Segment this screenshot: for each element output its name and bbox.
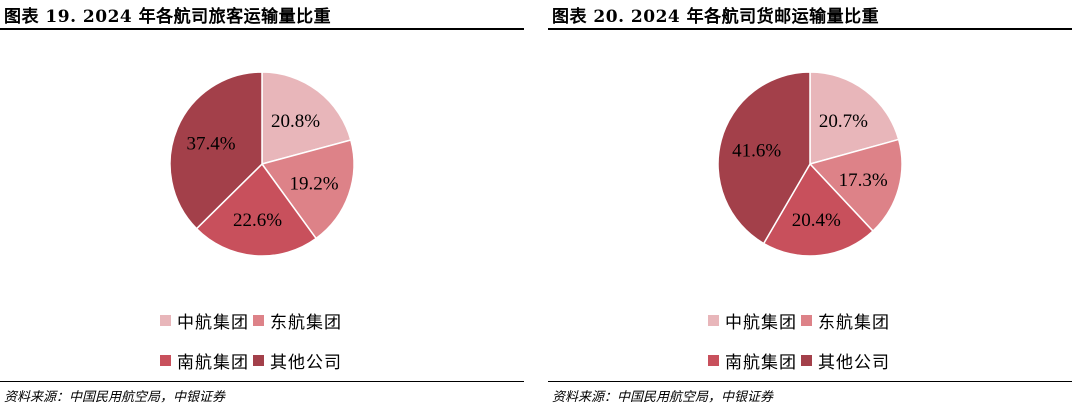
legend-row: 南航集团 其他公司 [160,340,460,380]
pie-chart-cargo: 20.7% 17.3% 20.4% 41.6% [717,71,903,257]
source-note: 资料来源：中国民用航空局，中银证券 [552,390,774,405]
legend-swatch [253,354,264,366]
pie-data-label: 17.3% [839,170,888,191]
legend-row: 南航集团 其他公司 [708,340,1008,380]
pie-data-label: 19.2% [290,173,339,194]
pie-slice-2 [808,138,903,233]
source-rule [548,381,1072,382]
chart-title: 图表 19. 2024 年各航司旅客运输量比重 [4,7,332,27]
source-rule [0,381,524,382]
pie-slice-3 [762,162,875,257]
legend-entry: 南航集团 [160,348,249,373]
legend-label: 南航集团 [177,352,249,373]
pie-chart-passenger: 20.8% 19.2% 22.6% 37.4% [169,71,355,257]
pie-data-label: 20.7% [819,111,868,132]
pie-slice-1 [809,71,900,165]
pie-slice-4 [717,71,811,245]
legend-row: 中航集团 东航集团 [160,300,460,340]
legend-swatch [708,314,719,326]
legend-label: 东航集团 [818,312,890,333]
legend-label: 中航集团 [177,312,249,333]
legend-label: 南航集团 [725,352,797,373]
pie-data-label: 37.4% [187,134,236,155]
legend-entry: 东航集团 [253,308,342,333]
legend-swatch [708,354,719,366]
pie-slice-2 [260,139,355,240]
legend-swatch [160,354,171,366]
title-rule [548,28,1072,30]
chart-panel-cargo: 图表 20. 2024 年各航司货邮运输量比重 20.7% 17.3% 20.4% 4… [548,0,1080,405]
legend-entry: 中航集团 [160,308,249,333]
pie-slice-1 [261,71,352,165]
legend-swatch [801,354,812,366]
pie-slice-4 [169,71,263,230]
chart-title: 图表 20. 2024 年各航司货邮运输量比重 [552,7,880,27]
legend-label: 其他公司 [270,352,342,373]
legend-entry: 其他公司 [801,348,890,373]
pie-data-label: 20.8% [271,111,320,132]
legend-entry: 其他公司 [253,348,342,373]
legend-entry: 中航集团 [708,308,797,333]
pie-data-label: 20.4% [792,210,841,231]
chart-legend: 中航集团 东航集团 南航集团 其他公司 [160,300,460,380]
legend-label: 其他公司 [818,352,890,373]
legend-swatch [253,314,264,326]
legend-row: 中航集团 东航集团 [708,300,1008,340]
pie-data-label: 41.6% [732,141,781,162]
legend-label: 中航集团 [725,312,797,333]
legend-swatch [160,314,171,326]
legend-swatch [801,314,812,326]
chart-legend: 中航集团 东航集团 南航集团 其他公司 [708,300,1008,380]
pie-data-label: 22.6% [233,210,282,231]
pie-slice-3 [195,162,318,257]
legend-entry: 东航集团 [801,308,890,333]
legend-entry: 南航集团 [708,348,797,373]
source-note: 资料来源：中国民用航空局，中银证券 [4,390,226,405]
legend-label: 东航集团 [270,312,342,333]
title-rule [0,28,524,30]
chart-panel-passenger: 图表 19. 2024 年各航司旅客运输量比重 20.8% 19.2% 22.6% 3… [0,0,532,405]
